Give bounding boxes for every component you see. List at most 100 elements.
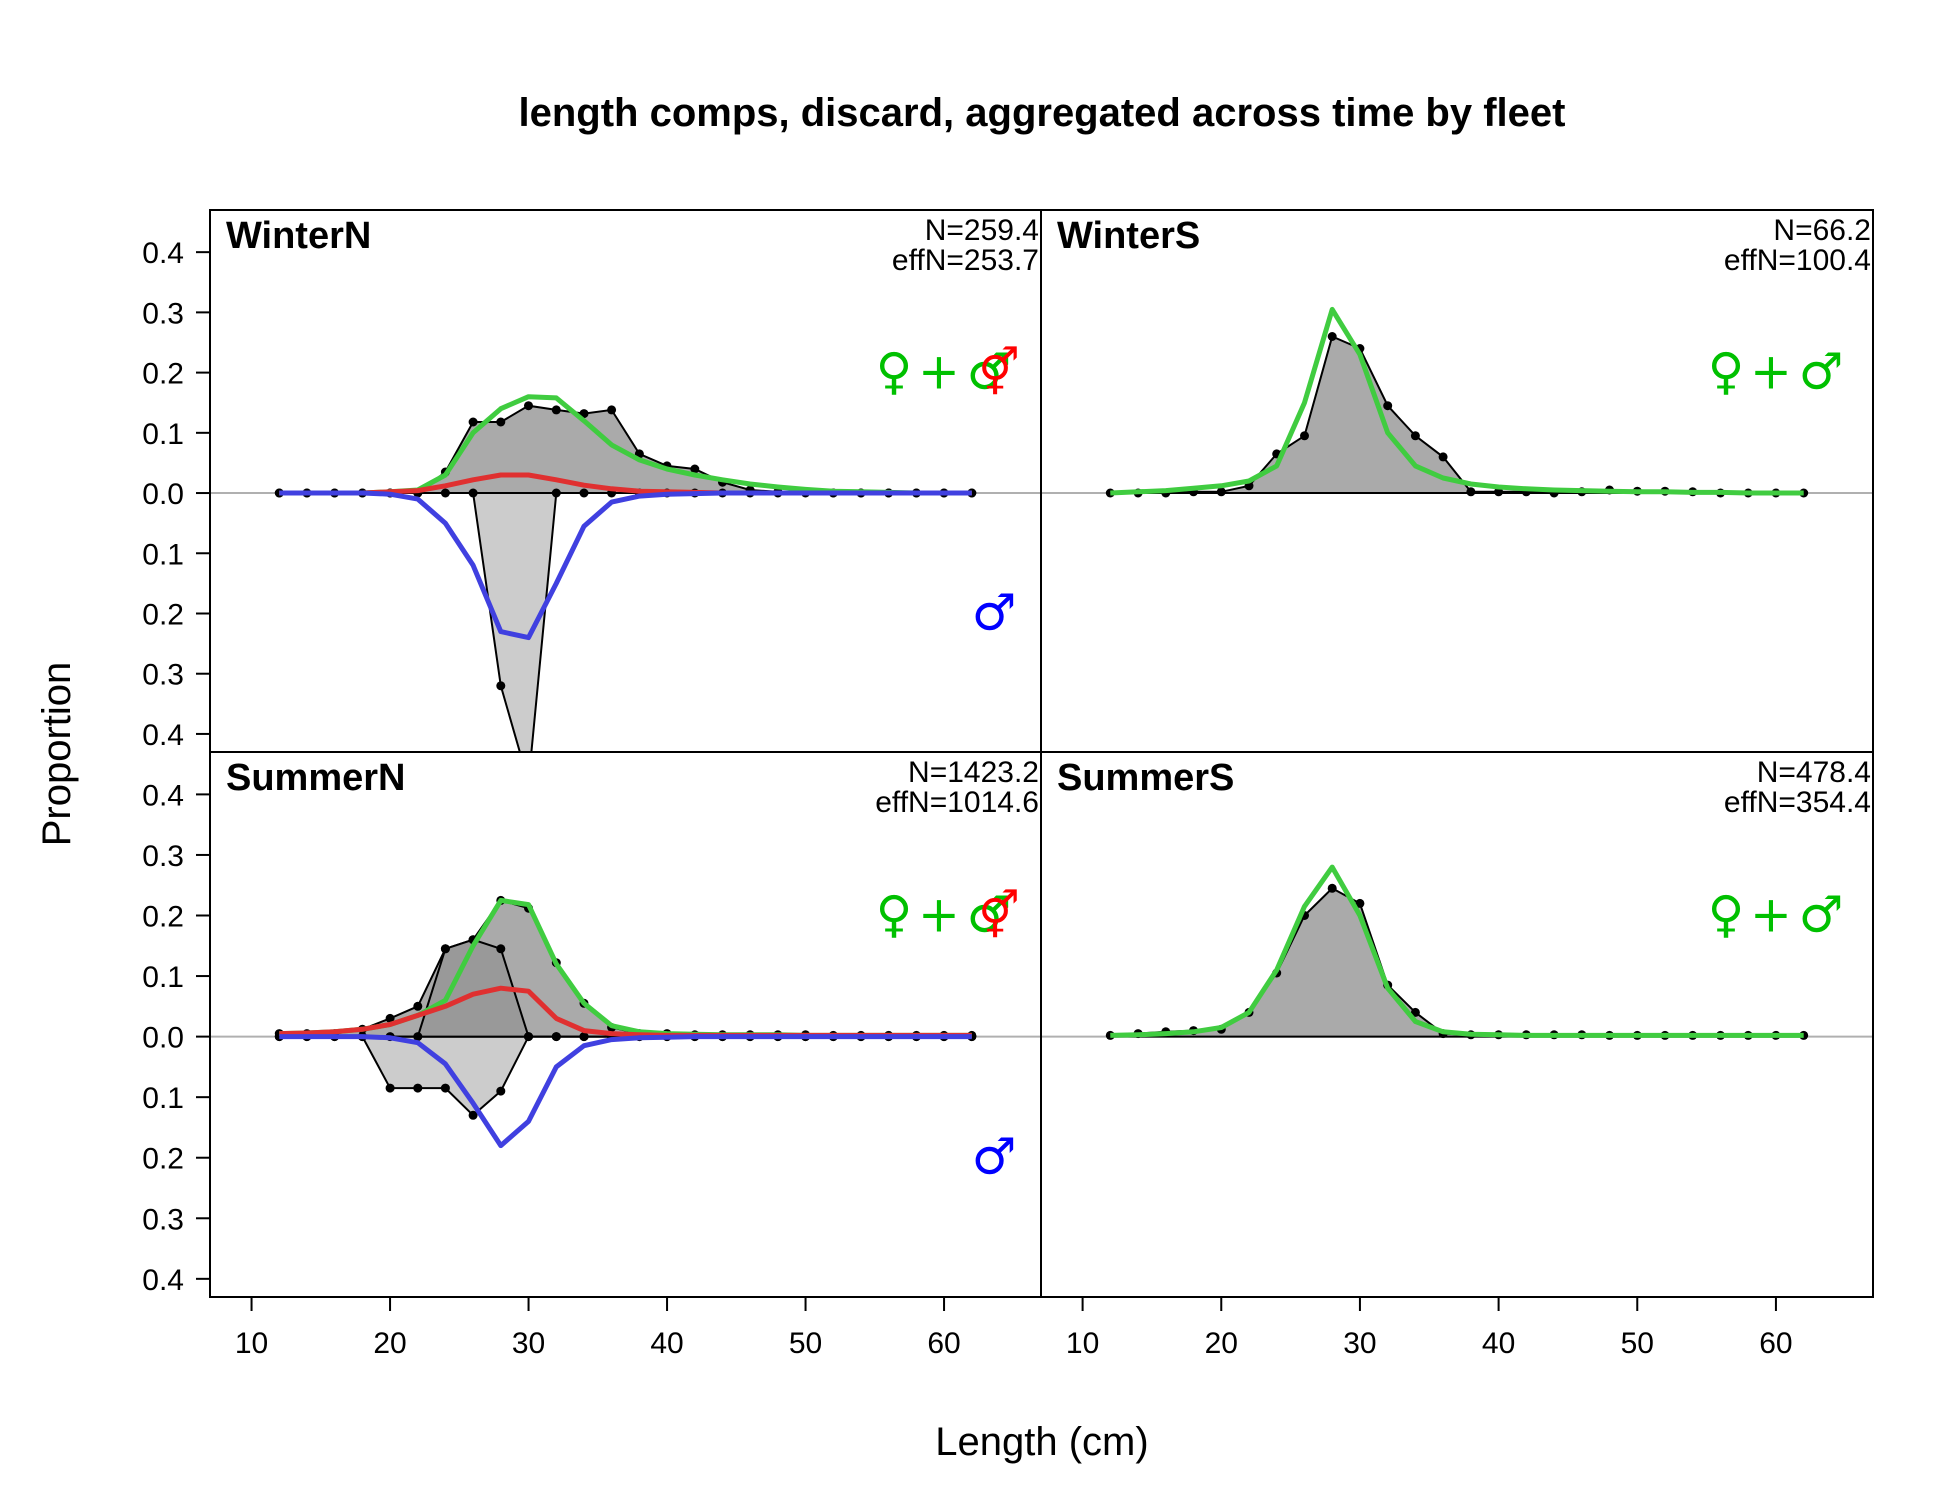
y-tick-label: 0.3: [142, 659, 184, 692]
y-tick-label: 0.0: [142, 1022, 184, 1055]
expected-combined-line: [279, 897, 972, 1038]
male-lower-symbol: ♂: [972, 1128, 1017, 1186]
male-symbol: ♂: [967, 343, 1012, 401]
observed-point: [607, 405, 617, 415]
observed-point: [579, 488, 589, 498]
male-lower-symbol: ♂: [972, 583, 1017, 641]
observed-point: [496, 1086, 506, 1096]
effn-label: effN=253.7: [892, 244, 1039, 277]
observed-point: [496, 944, 506, 954]
y-tick-label: 0.4: [142, 779, 184, 812]
panel-name: WinterN: [226, 215, 371, 257]
y-tick-label: 0.1: [142, 961, 184, 994]
observed-point: [468, 488, 478, 498]
panel-plot-area: [1041, 864, 1873, 1040]
split-sex-symbol: ⚥: [978, 346, 1020, 400]
observed-area: [279, 404, 972, 494]
expected-male-line: [279, 1034, 972, 1149]
y-tick-label: 0.2: [142, 598, 184, 631]
female-symbol: ♀: [876, 343, 913, 401]
split-sex-symbol: ⚥: [978, 889, 1020, 943]
observed-male-area: [279, 492, 972, 752]
observed-point: [524, 1032, 533, 1042]
effn-label: effN=354.4: [1724, 786, 1871, 819]
x-tick-label: 40: [650, 1327, 683, 1360]
x-tick-label: 30: [512, 1327, 545, 1360]
x-tick-label: 50: [789, 1327, 822, 1360]
expected-combined-line: [1110, 864, 1804, 1038]
x-tick-label: 10: [235, 1327, 268, 1360]
y-tick-label: 0.2: [142, 1143, 184, 1176]
observed-point: [413, 1001, 423, 1011]
observed-point: [1327, 883, 1337, 893]
observed-point: [1355, 898, 1365, 908]
female-symbol: ♀: [876, 886, 913, 944]
y-tick-label: 0.3: [142, 840, 184, 873]
n-label: N=1423.2: [908, 756, 1039, 789]
observed-point: [551, 405, 561, 415]
y-tick-label: 0.3: [142, 1203, 184, 1236]
plus-symbol: +: [1750, 343, 1792, 401]
observed-point: [440, 488, 450, 498]
panel-frame: [209, 751, 1042, 1298]
observed-point: [524, 401, 533, 411]
y-tick-label: 0.1: [142, 418, 184, 451]
observed-area: [1110, 335, 1804, 495]
y-axis-label: Proportion: [35, 662, 79, 847]
panel-frame: [1040, 751, 1874, 1298]
observed-point: [413, 1083, 423, 1093]
observed-point: [413, 1032, 423, 1042]
observed-point: [496, 681, 506, 691]
x-tick-label: 20: [1205, 1327, 1238, 1360]
female-symbol: ♀: [1708, 886, 1745, 944]
observed-area: [1109, 887, 1805, 1038]
axes-group: 0.4 0.3 0.2 0.1 0.0 0.1 0.2 0.3 0.4 0.4 0.3 0.2 0.1 0…: [142, 237, 1792, 1360]
observed-point: [1327, 332, 1337, 341]
x-tick-label: 60: [1759, 1327, 1792, 1360]
male-symbol: ♂: [967, 886, 1012, 944]
observed-point: [579, 1032, 589, 1042]
y-tick-label: 0.3: [142, 297, 184, 330]
panel-name: SummerN: [226, 757, 406, 799]
observed-point: [468, 417, 478, 427]
x-axis-label: Length (cm): [935, 1420, 1148, 1464]
observed-point: [496, 417, 506, 427]
y-tick-label: 0.0: [142, 478, 184, 511]
panel-plot-area: [210, 394, 1041, 787]
observed-point: [1300, 431, 1309, 441]
x-tick-label: 50: [1621, 1327, 1654, 1360]
observed-point: [1410, 431, 1420, 441]
expected-male-line: [279, 490, 972, 641]
panel-name: WinterS: [1057, 215, 1200, 257]
x-tick-label: 30: [1343, 1327, 1376, 1360]
x-tick-label: 20: [373, 1327, 406, 1360]
observed-point: [1466, 487, 1476, 497]
panel-plot-area: [210, 895, 1041, 1149]
n-label: N=259.4: [925, 214, 1039, 247]
y-tick-label: 0.1: [142, 1082, 184, 1115]
y-tick-label: 0.4: [142, 719, 184, 752]
observed-point: [1216, 487, 1226, 497]
effn-label: effN=100.4: [1724, 244, 1871, 277]
observed-point: [1410, 1007, 1420, 1017]
effn-label: effN=1014.6: [875, 786, 1039, 819]
observed-point: [551, 488, 561, 498]
observed-point: [468, 1110, 478, 1120]
x-tick-label: 60: [927, 1327, 960, 1360]
observed-point: [1383, 401, 1393, 411]
plus-symbol: +: [918, 886, 960, 944]
observed-point: [551, 1032, 561, 1042]
observed-point: [385, 1083, 395, 1093]
chart-title: length comps, discard, aggregated across…: [519, 91, 1566, 135]
panel-plot-area: [1041, 306, 1873, 498]
y-tick-label: 0.2: [142, 901, 184, 934]
n-label: N=66.2: [1773, 214, 1871, 247]
n-label: N=478.4: [1757, 756, 1871, 789]
y-tick-label: 0.4: [142, 237, 184, 270]
observed-point: [524, 778, 533, 787]
